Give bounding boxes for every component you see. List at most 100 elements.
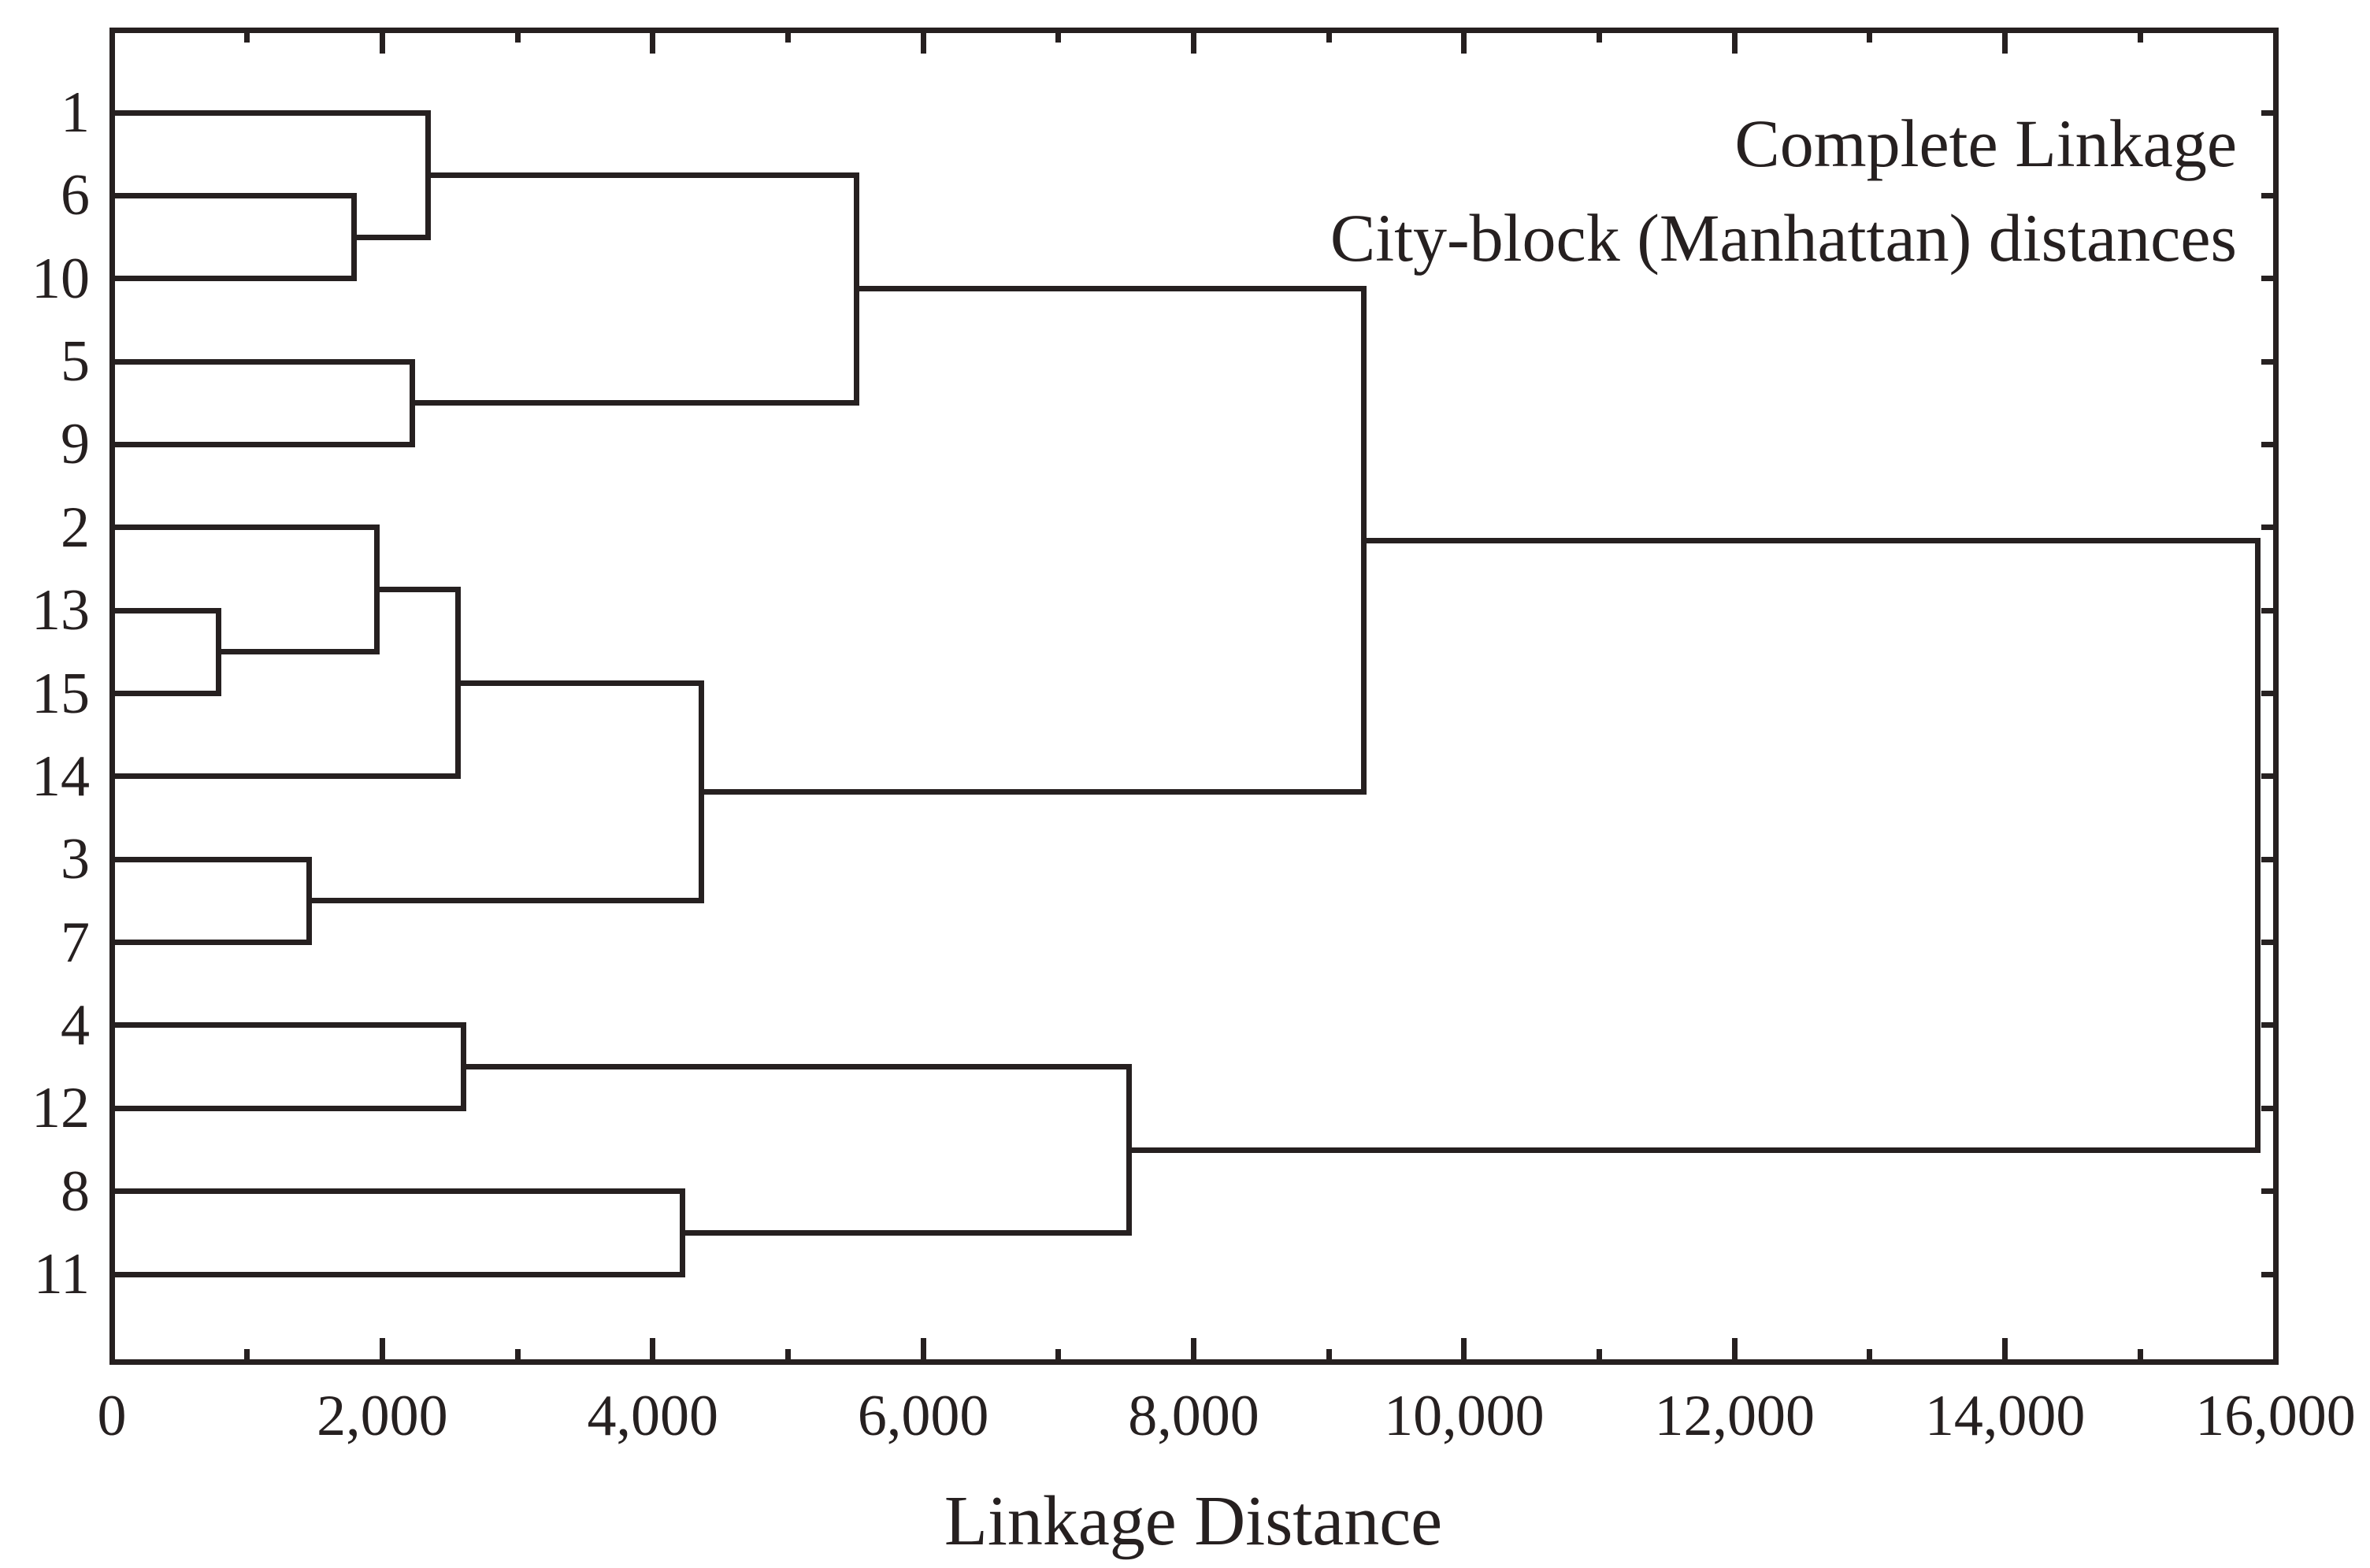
y-axis-leaf-tick	[2261, 607, 2275, 613]
x-axis-tick	[2137, 1349, 2143, 1362]
y-axis-leaf-tick	[2261, 856, 2275, 862]
x-axis-tick	[514, 30, 521, 43]
x-axis-tick	[2002, 30, 2008, 54]
y-axis-leaf-tick	[2261, 441, 2275, 447]
leaf-label-12: 12	[32, 1076, 90, 1141]
y-axis-leaf-tick	[2261, 1105, 2275, 1111]
dendrogram-branch-horizontal	[376, 587, 461, 593]
chart-title-line1: Complete Linkage	[1734, 106, 2237, 181]
dendrogram-branch-horizontal	[463, 1064, 1132, 1070]
dendrogram-branch-horizontal	[458, 680, 705, 686]
dendrogram-branch-horizontal	[112, 940, 313, 946]
x-axis-tick	[379, 1338, 385, 1362]
leaf-label-2: 2	[61, 495, 90, 560]
dendrogram-branch-horizontal	[309, 898, 705, 904]
x-axis-tick	[1055, 1349, 1062, 1362]
x-axis-tick-label-2000: 2,000	[317, 1384, 448, 1448]
leaf-label-1: 1	[61, 80, 90, 145]
dendrogram-branch-horizontal	[112, 358, 415, 365]
x-axis-tick-label-6000: 6,000	[857, 1384, 989, 1448]
y-axis-leaf-tick	[2261, 1022, 2275, 1029]
dendrogram-branch-horizontal	[112, 441, 415, 447]
x-axis-tick	[244, 1349, 250, 1362]
y-axis-leaf-tick	[2261, 358, 2275, 365]
dendrogram-branch-horizontal	[412, 400, 860, 406]
x-axis-tick	[514, 1349, 521, 1362]
x-axis-tick	[1055, 30, 1062, 43]
y-axis-leaf-tick	[2261, 773, 2275, 780]
dendrogram-branch-horizontal	[112, 109, 432, 116]
x-axis-tick-label-14000: 14,000	[1924, 1384, 2086, 1448]
x-axis-tick	[1191, 30, 1196, 54]
x-axis-tick-label-0: 0	[97, 1384, 127, 1448]
dendrogram-branch-horizontal	[112, 525, 380, 531]
leaf-label-13: 13	[32, 578, 90, 643]
leaf-label-14: 14	[32, 743, 90, 809]
x-axis-tick	[1867, 30, 1873, 43]
x-axis-tick	[2002, 1338, 2008, 1362]
dendrogram-branch-horizontal	[112, 607, 222, 613]
y-axis-leaf-tick	[2261, 1271, 2275, 1277]
leaf-label-6: 6	[61, 163, 90, 228]
plot-border-right	[2272, 27, 2279, 1365]
x-axis-tick	[1326, 30, 1332, 43]
x-axis-tick	[1597, 30, 1603, 43]
x-axis-tick	[1326, 1349, 1332, 1362]
leaf-label-5: 5	[61, 329, 90, 395]
plot-border-bottom	[109, 1359, 2279, 1365]
dendrogram-branch-horizontal	[1129, 1147, 2261, 1153]
leaf-label-4: 4	[61, 992, 90, 1058]
chart-title: Complete Linkage City-block (Manhattan) …	[1134, 96, 2237, 285]
y-axis-leaf-tick	[2261, 276, 2275, 282]
x-axis-tick	[784, 1349, 791, 1362]
x-axis-tick	[2137, 30, 2143, 43]
y-axis-leaf-tick	[2261, 940, 2275, 946]
leaf-label-11: 11	[33, 1242, 90, 1307]
y-axis-leaf-tick	[2261, 525, 2275, 531]
dendrogram-branch-horizontal	[682, 1229, 1132, 1236]
y-axis-leaf-tick	[2261, 192, 2275, 198]
x-axis-tick-label-16000: 16,000	[2195, 1384, 2356, 1448]
x-axis-tick	[1191, 1338, 1196, 1362]
dendrogram-branch-horizontal	[112, 1105, 466, 1111]
leaf-label-10: 10	[32, 246, 90, 311]
x-axis-tick	[1731, 30, 1738, 54]
y-axis-leaf-tick	[2261, 691, 2275, 697]
dendrogram-branch-horizontal	[701, 789, 1367, 795]
dendrogram-branch-horizontal	[112, 856, 313, 862]
dendrogram-branch-horizontal	[112, 1188, 686, 1195]
x-axis-tick	[1461, 30, 1467, 54]
x-axis-tick	[784, 30, 791, 43]
x-axis-tick	[1461, 1338, 1467, 1362]
leaf-label-3: 3	[61, 827, 90, 892]
x-axis-tick-label-4000: 4,000	[587, 1384, 719, 1448]
dendrogram-branch-horizontal	[1363, 537, 2261, 543]
x-axis-title: Linkage Distance	[944, 1482, 1443, 1560]
x-axis-tick	[244, 30, 250, 43]
dendrogram-branch-horizontal	[112, 276, 357, 282]
dendrogram-branch-horizontal	[354, 234, 432, 240]
x-axis-tick	[650, 1338, 656, 1362]
y-axis-leaf-tick	[2261, 109, 2275, 116]
leaf-label-9: 9	[61, 412, 90, 477]
x-axis-tick	[920, 1338, 926, 1362]
dendrogram-branch-vertical	[2255, 537, 2261, 1153]
x-axis-tick-label-8000: 8,000	[1128, 1384, 1259, 1448]
y-axis-leaf-tick	[2261, 1188, 2275, 1195]
x-axis-tick	[920, 30, 926, 54]
dendrogram-branch-horizontal	[218, 649, 380, 655]
x-axis-tick	[379, 30, 385, 54]
dendrogram-branch-horizontal	[856, 286, 1367, 292]
dendrogram-branch-horizontal	[428, 172, 860, 178]
leaf-label-7: 7	[61, 910, 90, 975]
x-axis-tick	[650, 30, 656, 54]
chart-title-line2: City-block (Manhattan) distances	[1330, 200, 2237, 276]
x-axis-tick	[1867, 1349, 1873, 1362]
x-axis-tick-label-10000: 10,000	[1384, 1384, 1545, 1448]
dendrogram-branch-horizontal	[112, 192, 357, 198]
dendrogram-branch-horizontal	[112, 691, 222, 697]
x-axis-tick	[1731, 1338, 1738, 1362]
leaf-label-8: 8	[61, 1158, 90, 1224]
dendrogram-branch-horizontal	[112, 1271, 686, 1277]
